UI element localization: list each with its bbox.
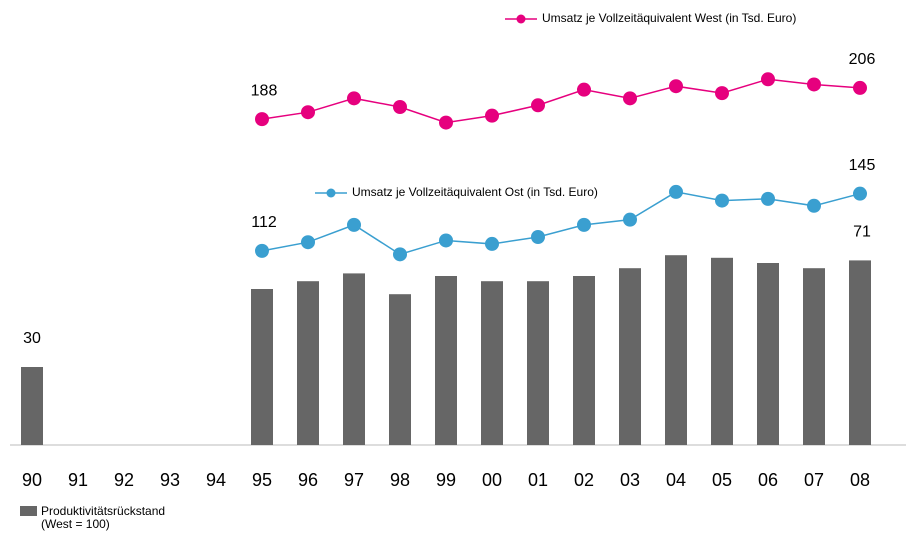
- marker: [853, 80, 867, 95]
- x-tick-label: 99: [436, 470, 456, 490]
- marker: [347, 217, 361, 232]
- line: [261, 78, 861, 124]
- x-tick-label: 98: [390, 470, 410, 490]
- marker: [439, 115, 453, 130]
- x-tick-label: 95: [252, 470, 272, 490]
- bar-legend: Produktivitätsrückstand (West = 100): [20, 505, 180, 531]
- data-label: 71: [853, 224, 871, 241]
- legend-label: Umsatz je Vollzeitäquivalent Ost (in Tsd…: [352, 185, 598, 199]
- bar: [573, 276, 595, 445]
- marker: [393, 247, 407, 262]
- marker: [531, 230, 545, 244]
- marker: [761, 191, 775, 206]
- x-tick-label: 94: [206, 470, 226, 490]
- marker: [255, 112, 269, 127]
- x-tick-label: 03: [620, 470, 640, 490]
- legend-label: Produktivitätsrückstand (West = 100): [41, 504, 166, 531]
- x-tick-label: 90: [22, 470, 42, 490]
- legend-label: Umsatz je Vollzeitäquivalent West (in Ts…: [542, 11, 796, 25]
- data-label: 145: [849, 157, 876, 174]
- bar: [21, 367, 43, 445]
- x-tick-label: 06: [758, 470, 778, 490]
- x-tick-label: 04: [666, 470, 686, 490]
- data-label: 112: [251, 214, 277, 231]
- marker: [485, 108, 499, 123]
- bar: [711, 257, 733, 445]
- marker: [715, 193, 729, 208]
- x-tick-label: 97: [344, 470, 364, 490]
- x-tick-label: 05: [712, 470, 732, 490]
- x-tick-label: 07: [804, 470, 824, 490]
- marker: [301, 105, 315, 120]
- legend-marker: [516, 14, 526, 24]
- marker: [669, 79, 683, 94]
- bar: [251, 289, 273, 445]
- marker: [853, 186, 867, 201]
- bar: [389, 294, 411, 445]
- x-tick-label: 00: [482, 470, 502, 490]
- marker: [577, 82, 591, 97]
- marker: [301, 235, 315, 250]
- bar: [297, 281, 319, 445]
- data-label: 188: [251, 82, 278, 99]
- x-tick-label: 01: [528, 470, 548, 490]
- data-label: 206: [849, 51, 876, 68]
- x-tick-label: 91: [68, 470, 88, 490]
- bar: [849, 260, 871, 445]
- marker: [715, 86, 729, 101]
- marker: [255, 243, 269, 258]
- marker: [577, 217, 591, 232]
- x-tick-label: 02: [574, 470, 594, 490]
- marker: [761, 72, 775, 87]
- bar: [665, 255, 687, 445]
- marker: [807, 198, 821, 213]
- bar: [343, 273, 365, 445]
- bar: [757, 263, 779, 445]
- bar: [527, 281, 549, 445]
- bar: [435, 276, 457, 445]
- legend-marker: [326, 188, 336, 198]
- data-label: 30: [23, 330, 41, 347]
- marker: [485, 236, 499, 251]
- marker: [531, 98, 545, 113]
- x-tick-label: 93: [160, 470, 180, 490]
- x-tick-label: 08: [850, 470, 870, 490]
- bar: [803, 268, 825, 445]
- marker: [439, 233, 453, 248]
- marker: [807, 77, 821, 92]
- marker: [623, 212, 637, 227]
- line: [261, 191, 861, 256]
- legend-swatch: [20, 506, 37, 516]
- marker: [393, 100, 407, 114]
- marker: [347, 91, 361, 106]
- bar: [619, 268, 641, 445]
- marker: [623, 91, 637, 106]
- marker: [669, 184, 683, 199]
- bar: [481, 281, 503, 445]
- x-tick-label: 96: [298, 470, 318, 490]
- x-tick-label: 92: [114, 470, 134, 490]
